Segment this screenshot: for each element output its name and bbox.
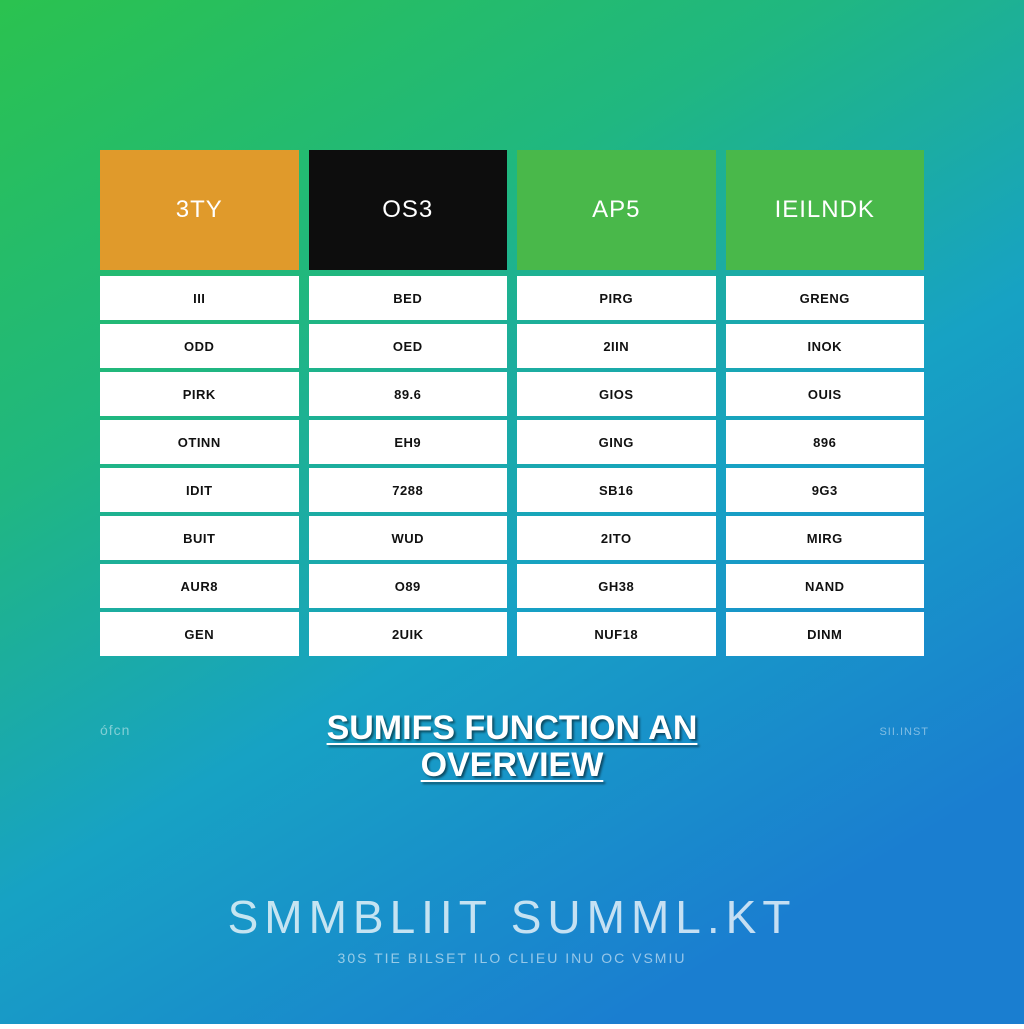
footer-large-text: SMMBLIIT SUMML.KT [228, 890, 797, 944]
data-table: 3TYIIIODDPIRKOTINNIDITBUITAUR8GENOS3BEDO… [100, 150, 924, 656]
table-cell: MIRG [726, 516, 925, 560]
table-cell: III [100, 276, 299, 320]
footnote-left: ófcn [100, 722, 130, 738]
table-cell: IDIT [100, 468, 299, 512]
table-cell: 896 [726, 420, 925, 464]
table-cell: O89 [309, 564, 508, 608]
table-column: AP5PIRG2IINGIOSGINGSB162ITOGH38NUF18 [517, 150, 716, 656]
table-cell: SB16 [517, 468, 716, 512]
table-cell: BUIT [100, 516, 299, 560]
table-cell: OED [309, 324, 508, 368]
title-line-2: OVERVIEW [327, 747, 698, 784]
footnote-right: SII.INST [879, 726, 929, 738]
table-cell: ODD [100, 324, 299, 368]
column-header: AP5 [517, 150, 716, 270]
table-cell: PIRG [517, 276, 716, 320]
title-line-1: SUMIFS FUNCTION AN [327, 710, 698, 747]
table-cell: EH9 [309, 420, 508, 464]
table-cell: GIOS [517, 372, 716, 416]
table-cell: 2ITO [517, 516, 716, 560]
table-cell: 2UIK [309, 612, 508, 656]
table-cell: OUIS [726, 372, 925, 416]
table-cell: GRENG [726, 276, 925, 320]
table-cell: NAND [726, 564, 925, 608]
column-cells: PIRG2IINGIOSGINGSB162ITOGH38NUF18 [517, 276, 716, 656]
table-column: 3TYIIIODDPIRKOTINNIDITBUITAUR8GEN [100, 150, 299, 656]
table-cell: BED [309, 276, 508, 320]
table-cell: GEN [100, 612, 299, 656]
table-cell: 89.6 [309, 372, 508, 416]
table-cell: NUF18 [517, 612, 716, 656]
table-cell: 9G3 [726, 468, 925, 512]
table-cell: 7288 [309, 468, 508, 512]
column-header: OS3 [309, 150, 508, 270]
column-cells: BEDOED89.6EH97288WUDO892UIK [309, 276, 508, 656]
column-header: 3TY [100, 150, 299, 270]
table-cell: 2IIN [517, 324, 716, 368]
table-cell: OTINN [100, 420, 299, 464]
footer-small-text: 30S TIE BILSET ILO CLIEU INU OC VSMIU [338, 950, 687, 966]
table-cell: DINM [726, 612, 925, 656]
column-cells: GRENGINOKOUIS8969G3MIRGNANDDINM [726, 276, 925, 656]
column-cells: IIIODDPIRKOTINNIDITBUITAUR8GEN [100, 276, 299, 656]
table-cell: INOK [726, 324, 925, 368]
table-cell: PIRK [100, 372, 299, 416]
table-cell: AUR8 [100, 564, 299, 608]
table-column: OS3BEDOED89.6EH97288WUDO892UIK [309, 150, 508, 656]
table-cell: WUD [309, 516, 508, 560]
content-frame: 3TYIIIODDPIRKOTINNIDITBUITAUR8GENOS3BEDO… [0, 0, 1024, 1024]
page-title: SUMIFS FUNCTION AN OVERVIEW [327, 710, 698, 785]
table-cell: GH38 [517, 564, 716, 608]
table-cell: GING [517, 420, 716, 464]
column-header: IEILNDK [726, 150, 925, 270]
table-column: IEILNDKGRENGINOKOUIS8969G3MIRGNANDDINM [726, 150, 925, 656]
